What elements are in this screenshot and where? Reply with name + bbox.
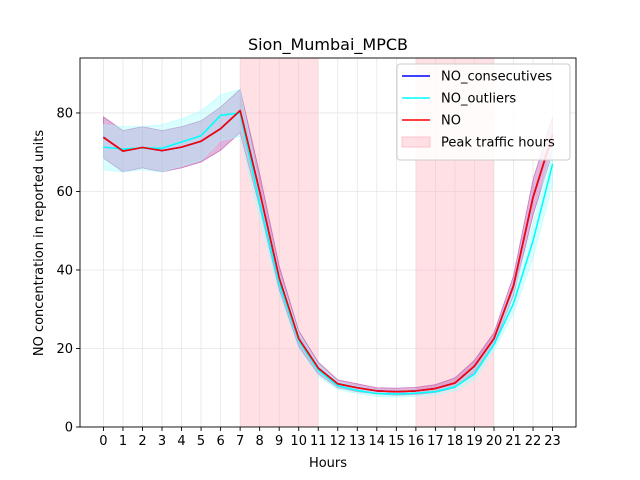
x-tick-label: 3 — [158, 434, 166, 449]
x-tick-label: 11 — [310, 434, 327, 449]
y-tick-label: 40 — [56, 263, 73, 278]
x-tick-label: 19 — [466, 434, 483, 449]
plot-area: 0 1 2 3 4 5 6 7 8 9 10 11 12 13 14 15 16 17 18 19 20 21 22 2302… — [56, 57, 577, 449]
x-tick-label: 7 — [236, 434, 244, 449]
x-tick-label: 5 — [197, 434, 205, 449]
x-tick-label: 13 — [349, 434, 366, 449]
y-axis-label: NO concentration in reported units — [32, 130, 47, 357]
x-tick-label: 17 — [427, 434, 444, 449]
x-tick-label: 23 — [544, 434, 561, 449]
x-tick-label: 2 — [138, 434, 146, 449]
series-line-no-outliers — [103, 112, 554, 395]
legend-label-no-outliers: NO_outliers — [441, 92, 516, 107]
series-line-no — [102, 109, 554, 393]
x-tick-label: 9 — [275, 434, 283, 449]
x-tick-label: 21 — [505, 434, 522, 449]
axes-frame — [79, 57, 577, 428]
x-tick-label: 10 — [290, 434, 307, 449]
legend: NO_consecutives NO_outliers NO Peak traffic… — [396, 63, 571, 161]
x-axis-label: Hours — [309, 456, 347, 471]
chart-title: Sion_Mumbai_MPCB — [248, 35, 408, 55]
y-tick-label: 60 — [56, 185, 73, 200]
x-tick-label: 18 — [447, 434, 464, 449]
peak-traffic-region — [240, 58, 319, 427]
x-tick-label: 16 — [408, 434, 425, 449]
legend-swatch-peak-traffic-hours — [401, 136, 431, 148]
legend-label-no: NO — [441, 114, 461, 129]
x-tick-label: 20 — [486, 434, 503, 449]
legend-box — [396, 63, 571, 161]
x-tick-label: 12 — [329, 434, 346, 449]
y-tick-label: 20 — [56, 342, 73, 357]
plot-clipped-group — [80, 58, 576, 427]
x-tick-label: 1 — [119, 434, 127, 449]
x-tick-label: 15 — [388, 434, 405, 449]
confidence-band-no-outliers — [103, 88, 553, 398]
legend-label-peak-traffic-hours: Peak traffic hours — [441, 136, 555, 151]
y-tick-label: 0 — [65, 421, 73, 436]
x-tick-label: 4 — [177, 434, 185, 449]
x-tick-label: 22 — [525, 434, 542, 449]
legend-label-no-consecutives: NO_consecutives — [441, 70, 552, 85]
x-tick-label: 0 — [99, 434, 107, 449]
x-tick-label: 14 — [369, 434, 386, 449]
x-tick-label: 8 — [256, 434, 264, 449]
x-tick-label: 6 — [216, 434, 224, 449]
y-tick-label: 80 — [56, 106, 73, 121]
